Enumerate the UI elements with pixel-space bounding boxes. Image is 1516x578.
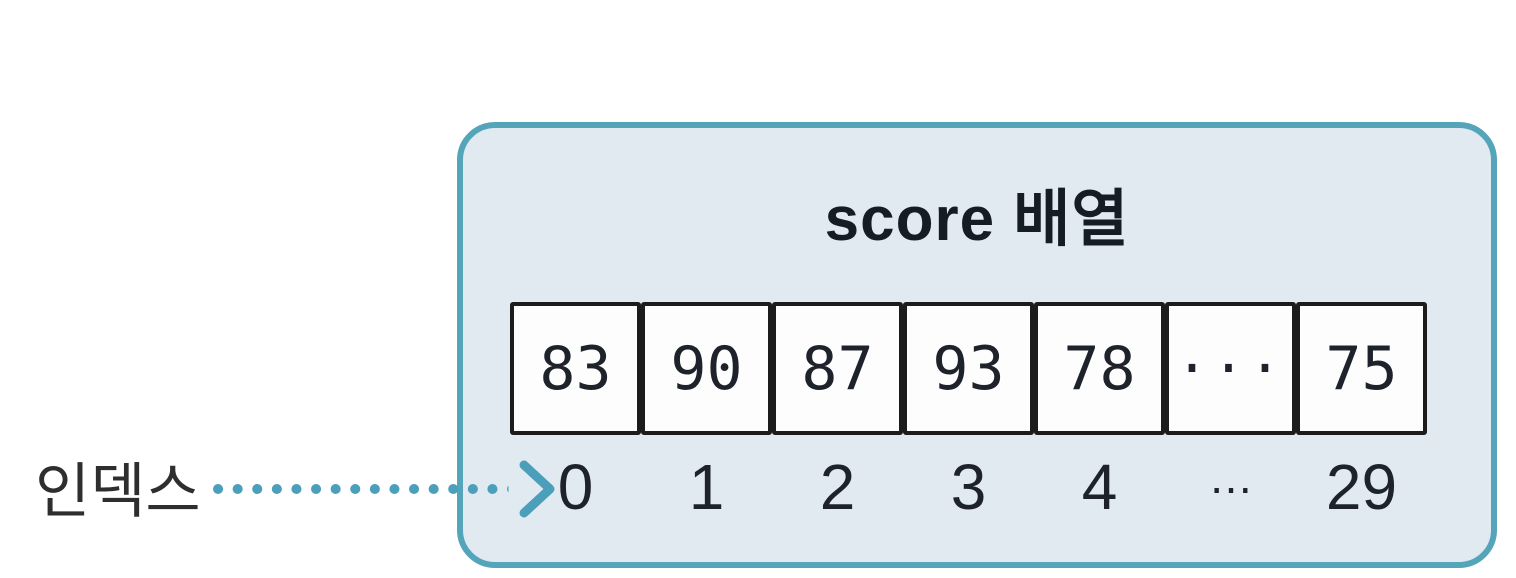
array-cell-1: 90 <box>641 302 772 435</box>
array-cell-3: 93 <box>903 302 1034 435</box>
array-cell-ellipsis: ··· <box>1165 302 1296 435</box>
dotted-arrow-right-icon <box>213 460 555 518</box>
array-index-ellipsis: ··· <box>1209 461 1253 513</box>
array-cell-last: 75 <box>1296 302 1427 435</box>
array-index-3: 3 <box>950 451 987 523</box>
array-cell-2: 87 <box>772 302 903 435</box>
array-index-0: 0 <box>557 451 594 523</box>
array-index-2: 2 <box>819 451 856 523</box>
array-index-row: 0 1 2 3 4 ··· 29 <box>510 455 1427 519</box>
array-cell-4: 78 <box>1034 302 1165 435</box>
array-index-last: 29 <box>1325 451 1398 523</box>
array-cells-row: 83 90 87 93 78 ··· 75 <box>510 302 1427 435</box>
array-cell-0: 83 <box>510 302 641 435</box>
index-label: 인덱스 <box>35 458 201 525</box>
array-index-4: 4 <box>1081 451 1118 523</box>
panel-title: score 배열 <box>824 185 1130 254</box>
score-array-panel: score 배열 83 90 87 93 78 ··· 75 0 1 2 3 4… <box>457 122 1497 568</box>
array-index-1: 1 <box>688 451 725 523</box>
